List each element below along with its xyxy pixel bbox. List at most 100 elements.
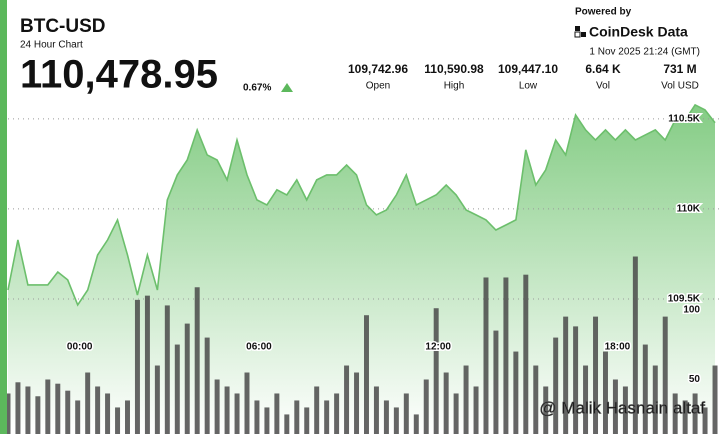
brand: CoinDesk Data	[589, 24, 688, 40]
up-arrow	[281, 83, 293, 92]
volume-bar	[662, 316, 668, 434]
volume-bar	[423, 379, 429, 434]
price-line	[7, 103, 716, 307]
brand-icon	[574, 26, 586, 38]
volume-bar	[523, 274, 529, 434]
volume-bar	[583, 365, 589, 434]
stat-value: 109,447.10	[498, 62, 558, 76]
stat-value: 6.64 K	[585, 62, 621, 76]
volume-bar	[15, 382, 21, 434]
volume-bar	[55, 383, 61, 434]
volume-bar	[563, 316, 569, 434]
stat-value: 731 M	[663, 62, 696, 76]
volume-bar	[513, 351, 519, 434]
volume-bar	[214, 379, 220, 434]
volume-bar	[692, 393, 698, 434]
volume-bar	[134, 299, 140, 434]
volume-bar	[553, 337, 559, 434]
volume-bar	[383, 400, 389, 434]
volume-bar	[194, 287, 200, 434]
y2-tick-label: 100	[683, 304, 700, 315]
volume-bar	[622, 386, 628, 434]
volume-bar	[25, 386, 31, 434]
volume-bar	[612, 379, 618, 434]
volume-bar	[95, 386, 101, 434]
volume-bar	[453, 393, 459, 434]
stat-value: 110,590.98	[424, 62, 484, 76]
volume-bar	[184, 323, 190, 434]
volume-bar	[503, 277, 509, 434]
stat-value: 109,742.96	[348, 62, 408, 76]
volume-bar	[35, 396, 41, 434]
x-tick-label: 18:00	[605, 342, 631, 353]
volume-bar	[125, 400, 130, 434]
volume-bar	[463, 365, 469, 434]
volume-bar	[493, 330, 499, 434]
volume-bar	[433, 308, 439, 434]
volume-bar	[533, 365, 539, 434]
volume-bar	[294, 400, 300, 434]
volume-bar	[543, 386, 549, 434]
volume-bar	[632, 256, 638, 434]
volume-bar	[602, 351, 608, 434]
volume-bar	[364, 315, 369, 434]
volume-bar	[264, 407, 270, 434]
watermark: @ Malik Hasnain altaf	[539, 398, 705, 417]
change: 0.67%	[243, 83, 271, 94]
y-tick-label: 109.5K	[668, 294, 701, 305]
volume-bar	[373, 386, 379, 434]
y-tick-label: 110.5K	[668, 114, 700, 125]
volume-bar	[344, 365, 350, 434]
volume-bar	[5, 393, 11, 434]
x-tick-label: 00:00	[67, 342, 93, 353]
volume-bar	[672, 393, 678, 434]
volume-bar	[393, 407, 399, 434]
volume-bar	[75, 400, 81, 434]
volume-bar	[593, 316, 599, 434]
volume-bar	[413, 414, 419, 434]
volume-bar	[652, 365, 658, 434]
stat-label: Vol USD	[661, 81, 699, 92]
volume-bar	[234, 393, 240, 434]
volume-bar	[254, 400, 260, 434]
accent-bar	[0, 0, 7, 434]
stat-label: Low	[519, 81, 538, 92]
volume-bar	[105, 393, 111, 434]
volume-bar	[115, 407, 121, 434]
volume-bar	[204, 337, 210, 434]
volume-bar	[174, 344, 180, 434]
volume-bar	[483, 277, 489, 434]
y2-tick-label: 50	[689, 374, 701, 385]
volume-bar	[154, 365, 160, 434]
stat-label: Open	[366, 81, 390, 92]
volume-bar	[164, 305, 170, 434]
volume-bar	[573, 326, 579, 434]
volume-bar	[682, 400, 688, 434]
volume-bar	[244, 372, 250, 434]
stat-label: Vol	[596, 81, 610, 92]
symbol: BTC-USD	[20, 16, 106, 37]
volume-bar	[144, 295, 150, 434]
volume-bar	[65, 390, 71, 434]
plot: 109.5K 110K 110.5K 50 100 00:00 06:00 12:00 18:0…	[5, 103, 719, 434]
subtitle: 24 Hour Chart	[20, 40, 83, 51]
volume-bar	[314, 386, 320, 434]
volume-bar	[642, 344, 648, 434]
stat-label: High	[444, 81, 465, 92]
volume-bar	[702, 407, 708, 434]
volume-bar	[334, 393, 340, 434]
volume-bar	[304, 407, 310, 434]
volume-bar	[284, 414, 290, 434]
volume-bar	[712, 365, 718, 434]
price: 110,478.95	[20, 53, 218, 97]
volume-bar	[45, 379, 51, 434]
timestamp: 1 Nov 2025 21:24 (GMT)	[589, 47, 700, 58]
y-tick-label: 110K	[677, 204, 701, 215]
powered-by: Powered by	[575, 7, 632, 18]
volume-bar	[85, 372, 91, 434]
volume-bar	[354, 372, 360, 434]
volume-bar	[473, 386, 479, 434]
x-tick-label: 06:00	[246, 342, 272, 353]
